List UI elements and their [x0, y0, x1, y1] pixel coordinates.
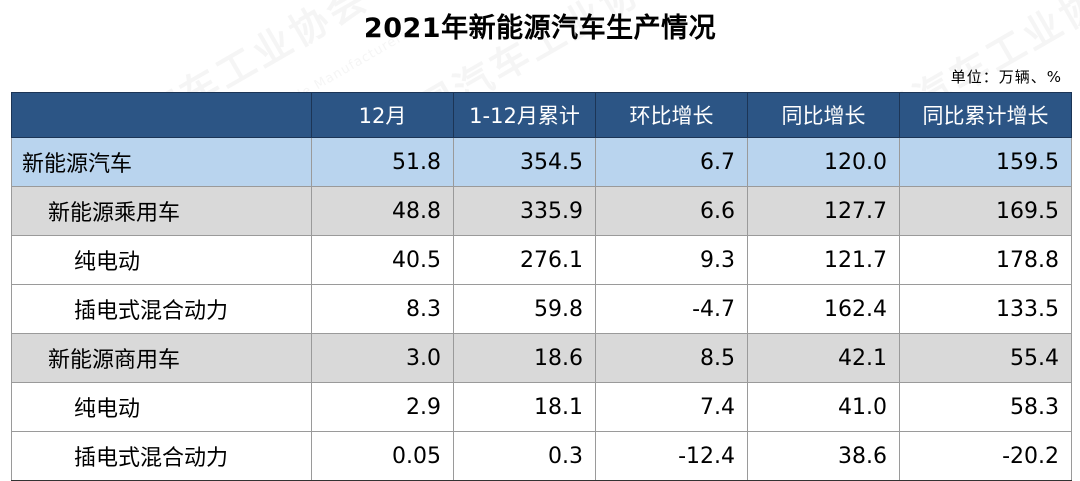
cell-yoy-growth: 41.0 — [747, 382, 900, 432]
cell-cumulative: 59.8 — [453, 284, 596, 334]
cell-month: 8.3 — [311, 284, 454, 334]
row-label: 纯电动 — [11, 382, 312, 432]
production-table: 12月 1-12月累计 环比增长 同比增长 同比累计增长 新能源汽车 51.8 35… — [11, 92, 1072, 481]
table-row: 新能源汽车 51.8 354.5 6.7 120.0 159.5 — [11, 137, 1072, 187]
header-cell-cumulative: 1-12月累计 — [453, 92, 596, 138]
cell-mom-growth: 7.4 — [595, 382, 748, 432]
cell-yoy-growth: 42.1 — [747, 333, 900, 383]
cell-mom-growth: 6.7 — [595, 137, 748, 187]
header-cell-cumulative-yoy-growth: 同比累计增长 — [899, 92, 1072, 138]
chart-title: 2021年新能源汽车生产情况 — [363, 13, 717, 44]
row-label: 插电式混合动力 — [11, 431, 312, 481]
header-cell-month: 12月 — [311, 92, 454, 138]
cell-cumulative-yoy-growth: 169.5 — [899, 186, 1072, 236]
cell-yoy-growth: 162.4 — [747, 284, 900, 334]
cell-cumulative: 354.5 — [453, 137, 596, 187]
cell-month: 51.8 — [311, 137, 454, 187]
row-label: 新能源乘用车 — [11, 186, 312, 236]
header-cell-yoy-growth: 同比增长 — [747, 92, 900, 138]
cell-mom-growth: 9.3 — [595, 235, 748, 285]
cell-month: 0.05 — [311, 431, 454, 481]
cell-cumulative-yoy-growth: 133.5 — [899, 284, 1072, 334]
table-row: 纯电动 2.9 18.1 7.4 41.0 58.3 — [11, 382, 1072, 432]
cell-mom-growth: -12.4 — [595, 431, 748, 481]
cell-month: 40.5 — [311, 235, 454, 285]
cell-month: 48.8 — [311, 186, 454, 236]
cell-month: 2.9 — [311, 382, 454, 432]
header-cell-mom-growth: 环比增长 — [595, 92, 748, 138]
header-cell-label — [11, 92, 312, 138]
cell-cumulative: 18.6 — [453, 333, 596, 383]
cell-cumulative-yoy-growth: -20.2 — [899, 431, 1072, 481]
table-row: 插电式混合动力 8.3 59.8 -4.7 162.4 133.5 — [11, 284, 1072, 334]
row-label: 插电式混合动力 — [11, 284, 312, 334]
cell-cumulative-yoy-growth: 159.5 — [899, 137, 1072, 187]
cell-cumulative: 18.1 — [453, 382, 596, 432]
cell-cumulative-yoy-growth: 178.8 — [899, 235, 1072, 285]
cell-yoy-growth: 38.6 — [747, 431, 900, 481]
table-row: 新能源乘用车 48.8 335.9 6.6 127.7 169.5 — [11, 186, 1072, 236]
cell-mom-growth: 8.5 — [595, 333, 748, 383]
row-label: 纯电动 — [11, 235, 312, 285]
table-row: 新能源商用车 3.0 18.6 8.5 42.1 55.4 — [11, 333, 1072, 383]
cell-yoy-growth: 127.7 — [747, 186, 900, 236]
cell-yoy-growth: 120.0 — [747, 137, 900, 187]
cell-cumulative-yoy-growth: 55.4 — [899, 333, 1072, 383]
cell-month: 3.0 — [311, 333, 454, 383]
table-row: 插电式混合动力 0.05 0.3 -12.4 38.6 -20.2 — [11, 431, 1072, 481]
header-row: 12月 1-12月累计 环比增长 同比增长 同比累计增长 — [11, 92, 1072, 138]
cell-cumulative: 335.9 — [453, 186, 596, 236]
cell-cumulative-yoy-growth: 58.3 — [899, 382, 1072, 432]
cell-mom-growth: -4.7 — [595, 284, 748, 334]
cell-cumulative: 0.3 — [453, 431, 596, 481]
row-label: 新能源汽车 — [11, 137, 312, 187]
cell-cumulative: 276.1 — [453, 235, 596, 285]
cell-mom-growth: 6.6 — [595, 186, 748, 236]
cell-yoy-growth: 121.7 — [747, 235, 900, 285]
row-label: 新能源商用车 — [11, 333, 312, 383]
unit-label: 单位：万辆、% — [950, 68, 1062, 86]
table-row: 纯电动 40.5 276.1 9.3 121.7 178.8 — [11, 235, 1072, 285]
